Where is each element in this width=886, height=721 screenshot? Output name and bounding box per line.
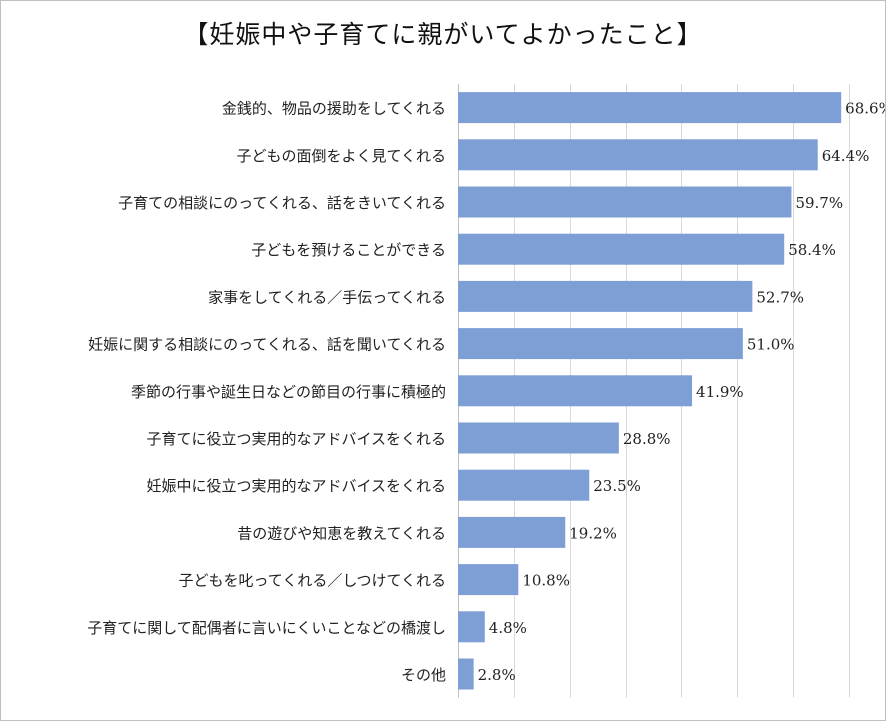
category-label: 子育てに関して配偶者に言いにくいことなどの橋渡し (87, 619, 446, 637)
category-label: 子育てに役立つ実用的なアドバイスをくれる (146, 430, 446, 448)
category-label: 子どもを預けることができる (251, 241, 446, 259)
data-label: 41.9% (696, 383, 744, 401)
data-label: 28.8% (623, 430, 671, 448)
data-label: 4.8% (489, 619, 527, 637)
bar (458, 233, 785, 265)
category-label: 金銭的、物品の援助をしてくれる (222, 100, 446, 118)
category-labels: 金銭的、物品の援助をしてくれる子どもの面倒をよく見てくれる子育ての相談にのってく… (87, 100, 446, 684)
data-label: 19.2% (569, 524, 617, 542)
category-label: 子どもを叱ってくれる／しつけてくれる (179, 572, 446, 590)
bar (458, 516, 566, 548)
bar (458, 375, 693, 407)
category-label: その他 (401, 666, 446, 684)
chart-title: 【妊娠中や子育てに親がいてよかったこと】 (183, 20, 703, 49)
data-label: 52.7% (756, 288, 804, 306)
category-label: 妊娠に関する相談にのってくれる、話を聞いてくれる (88, 336, 446, 354)
category-label: 子育ての相談にのってくれる、話をきいてくれる (118, 194, 446, 212)
bar (458, 92, 842, 124)
bar (458, 139, 818, 171)
bar (458, 469, 590, 501)
category-label: 昔の遊びや知恵を教えてくれる (237, 524, 446, 542)
bar (458, 186, 792, 218)
bars (458, 92, 842, 690)
data-label: 58.4% (788, 241, 836, 259)
data-label: 68.6% (845, 100, 885, 118)
data-label: 64.4% (822, 147, 870, 165)
bar (458, 564, 519, 596)
bar (458, 422, 619, 454)
bar (458, 328, 743, 360)
data-label: 51.0% (747, 336, 795, 354)
bar (458, 280, 753, 312)
bar (458, 658, 474, 690)
category-label: 季節の行事や誕生日などの節目の行事に積極的 (131, 383, 446, 401)
category-label: 子どもの面倒をよく見てくれる (236, 147, 446, 165)
data-label: 23.5% (593, 477, 641, 495)
data-label: 10.8% (522, 572, 570, 590)
bar (458, 611, 485, 643)
category-label: 家事をしてくれる／手伝ってくれる (208, 288, 446, 306)
data-label: 59.7% (795, 194, 843, 212)
category-label: 妊娠中に役立つ実用的なアドバイスをくれる (146, 477, 446, 495)
data-label: 2.8% (478, 666, 516, 684)
value-labels: 68.6% 64.4% 59.7% 58.4% 52.7% 51.0% 41.9% 28.8%… (478, 100, 885, 684)
